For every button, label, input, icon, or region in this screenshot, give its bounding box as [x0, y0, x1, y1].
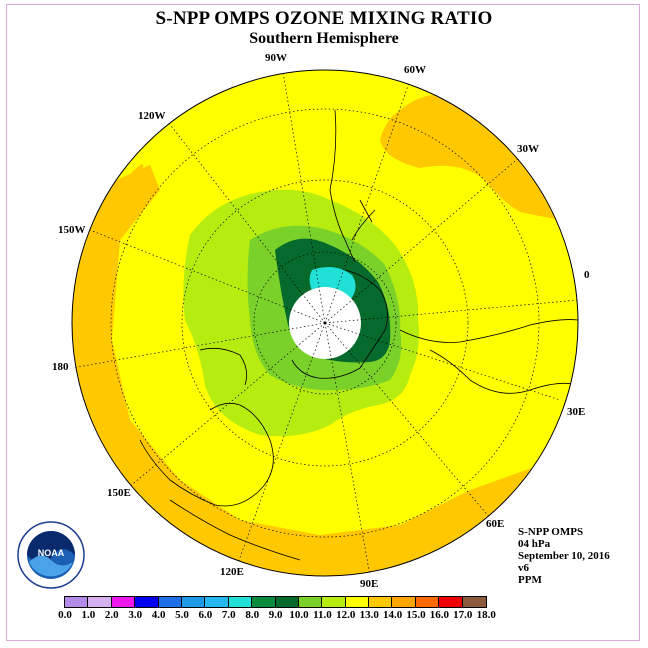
lon-label-30e: 30E: [567, 406, 586, 418]
colorbar-swatch: [228, 597, 253, 607]
colorbar-tick-label: 18.0: [476, 609, 496, 621]
noaa-logo: NOAA: [17, 521, 85, 589]
colorbar-swatch: [298, 597, 323, 607]
colorbar: [64, 596, 488, 608]
lon-label-90e: 90E: [360, 578, 379, 590]
colorbar-tick-label: 12.0: [336, 609, 356, 621]
info-version: v6: [518, 562, 529, 574]
orange-patch-field: [380, 94, 560, 220]
colorbar-swatch: [275, 597, 299, 607]
colorbar-tick-label: 6.0: [198, 609, 213, 621]
lon-label-120e: 120E: [220, 566, 244, 578]
lon-label-150e: 150E: [107, 487, 131, 499]
figure-frame: [6, 4, 640, 641]
lon-label-60e: 60E: [486, 518, 505, 530]
lon-label-150w: 150W: [58, 224, 86, 236]
lon-label-90w: 90W: [265, 52, 287, 64]
colorbar-tick-label: 3.0: [128, 609, 143, 621]
map-subtitle: Southern Hemisphere: [249, 30, 399, 47]
colorbar-swatch: [111, 597, 136, 607]
colorbar-tick-label: 11.0: [313, 609, 332, 621]
colorbar-tick-label: 16.0: [429, 609, 450, 621]
globe-outline: [71, 69, 579, 577]
colorbar-swatch: [65, 597, 89, 607]
colorbar-tick-label: 8.0: [245, 609, 260, 621]
colorbar-swatch: [369, 597, 393, 607]
colorbar-swatch: [135, 597, 159, 607]
info-instrument: S-NPP OMPS: [518, 526, 584, 538]
colorbar-tick-label: 14.0: [382, 609, 403, 621]
colorbar-swatch: [205, 597, 229, 607]
colorbar-swatch: [439, 597, 463, 607]
colorbar-tick-label: 5.0: [175, 609, 189, 621]
colorbar-swatch: [392, 597, 416, 607]
colorbar-swatch: [181, 597, 206, 607]
lon-label-180: 180: [52, 361, 69, 373]
south-pole-marker: [323, 321, 327, 325]
ozone-field: [72, 71, 578, 576]
colorbar-swatch: [345, 597, 370, 607]
info-units: PPM: [518, 574, 542, 586]
colorbar-tick-label: 15.0: [406, 609, 426, 621]
colorbar-swatch: [415, 597, 440, 607]
colorbar-tick-label: 1.0: [81, 609, 96, 621]
colorbar-tick-label: 7.0: [221, 609, 236, 621]
colorbar-tick-label: 17.0: [453, 609, 473, 621]
map-title: S-NPP OMPS OZONE MIXING RATIO: [155, 8, 493, 29]
lon-label-60w: 60W: [404, 64, 426, 76]
colorbar-tick-label: 2.0: [104, 609, 119, 621]
colorbar-tick-label: 9.0: [268, 609, 283, 621]
outer-band-field: [72, 165, 578, 576]
info-level: 04 hPa: [518, 538, 551, 550]
coastlines: [139, 109, 578, 561]
lon-label-30w: 30W: [517, 143, 539, 155]
info-date: September 10, 2016: [518, 550, 610, 562]
colorbar-swatch: [88, 597, 112, 607]
info-block: S-NPP OMPS 04 hPa September 10, 2016 v6 …: [518, 526, 610, 586]
colorbar-swatch: [322, 597, 346, 607]
colorbar-tick-label: 0.0: [58, 609, 72, 621]
colorbar-swatch: [462, 597, 487, 607]
noaa-logo-text: NOAA: [38, 548, 65, 558]
colorbar-tick-label: 13.0: [359, 609, 379, 621]
colorbar-swatch: [158, 597, 182, 607]
orange-blob-field: [118, 164, 144, 210]
colorbar-tick-label: 10.0: [289, 609, 309, 621]
graticule-latitudes: [110, 108, 540, 538]
colorbar-tick-label: 4.0: [151, 609, 166, 621]
graticule-meridians: [72, 71, 578, 576]
lon-label-120w: 120W: [138, 110, 166, 122]
colorbar-swatch: [252, 597, 276, 607]
lon-label-0: 0: [584, 269, 590, 281]
